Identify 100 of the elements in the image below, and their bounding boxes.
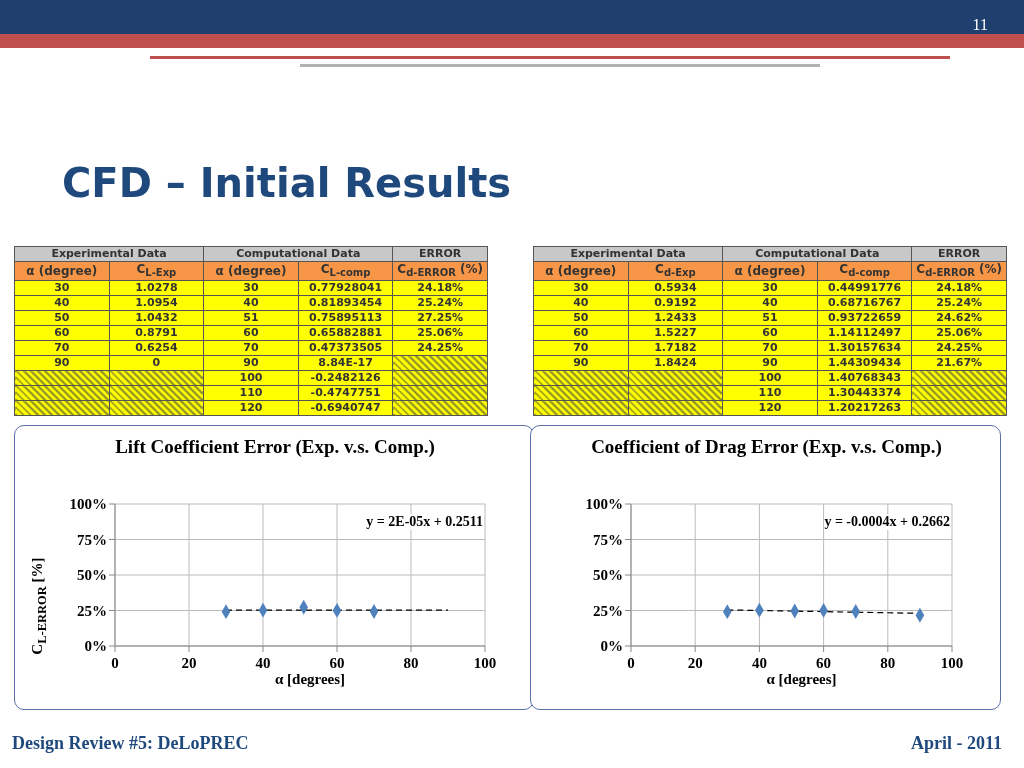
text: 25.24%	[911, 295, 1007, 311]
y-tick-label: 25%	[77, 602, 107, 619]
x-tick-label: 20	[687, 655, 703, 671]
text: 0	[109, 355, 204, 371]
text: Experimental Data	[533, 246, 723, 262]
text: α (degree)	[722, 261, 818, 281]
text: 1.7182	[628, 340, 723, 356]
text: 0.81893454	[298, 295, 393, 311]
annotation: y = -0.0004x + 0.2662	[824, 514, 950, 530]
x-tick-label: 80	[403, 655, 419, 671]
x-tick-label: 40	[255, 655, 271, 671]
text: 25.24%	[392, 295, 488, 311]
text: 110	[722, 385, 818, 401]
chart-title: Coefficient of Drag Error (Exp. v.s. Comp.)	[591, 435, 942, 459]
x-tick-label: 80	[880, 655, 896, 671]
text: 24.25%	[911, 340, 1007, 356]
text: α (degree)	[203, 261, 299, 281]
text: 30	[722, 280, 818, 296]
text: 0.9192	[628, 295, 723, 311]
text: α (degree)	[533, 261, 629, 281]
text: -0.6940747	[298, 400, 393, 416]
text: 30	[533, 280, 629, 296]
text: 30	[203, 280, 299, 296]
x-tick-label: 0	[111, 655, 119, 671]
text: 0.5934	[628, 280, 723, 296]
text: 1.40768343	[817, 370, 912, 386]
y-tick-label: 50%	[593, 567, 623, 584]
text: 1.5227	[628, 325, 723, 341]
text: 0.77928041	[298, 280, 393, 296]
text: 70	[722, 340, 818, 356]
text: 1.14112497	[817, 325, 912, 341]
text: 120	[203, 400, 299, 416]
text: 40	[533, 295, 629, 311]
x-tick-label: 0	[627, 655, 635, 671]
text: 60	[14, 325, 110, 341]
text: 1.20217263	[817, 400, 912, 416]
text: 24.18%	[911, 280, 1007, 296]
text: 60	[722, 325, 818, 341]
text: 50	[14, 310, 110, 326]
text: 90	[533, 355, 629, 371]
text: C$_{L-comp}$	[298, 261, 393, 281]
text: 1.44309434	[817, 355, 912, 371]
y-tick-label: 50%	[77, 567, 107, 584]
text: Design Review #5: DeLoPREC	[12, 733, 249, 754]
annotation: y = 2E-05x + 0.2511	[366, 514, 483, 530]
x-tick-label: 20	[181, 655, 197, 671]
text: 11	[972, 16, 988, 34]
text: 0.75895113	[298, 310, 393, 326]
x-tick-label: 60	[329, 655, 345, 671]
text: 60	[203, 325, 299, 341]
y-tick-label: 0%	[84, 638, 107, 655]
x-tick-label: 100	[473, 655, 497, 671]
x-axis-title: α [degrees]	[765, 671, 838, 688]
text: 24.62%	[911, 310, 1007, 326]
y-tick-label: 25%	[593, 602, 623, 619]
text: ERROR	[392, 246, 488, 262]
text: 1.0954	[109, 295, 204, 311]
x-tick-label: 100	[940, 655, 964, 671]
text: 70	[533, 340, 629, 356]
text: 90	[722, 355, 818, 371]
x-axis-title: α [degrees]	[273, 671, 347, 688]
text: 0.93722659	[817, 310, 912, 326]
y-tick-label: 100%	[585, 496, 623, 513]
text: 8.84E-17	[298, 355, 393, 371]
text: 70	[14, 340, 110, 356]
text: 40	[203, 295, 299, 311]
text: 100	[203, 370, 299, 386]
text: 25.06%	[392, 325, 488, 341]
text: 50	[533, 310, 629, 326]
text: 25.06%	[911, 325, 1007, 341]
text: -0.2482126	[298, 370, 393, 386]
text: 0.65882881	[298, 325, 393, 341]
text: 21.67%	[911, 355, 1007, 371]
text: CFD – Initial Results	[62, 160, 512, 206]
chart-title: Lift Coefficient Error (Exp. v.s. Comp.)	[114, 435, 436, 459]
text: 1.30443374	[817, 385, 912, 401]
text: 120	[722, 400, 818, 416]
text: 110	[203, 385, 299, 401]
x-tick-label: 60	[816, 655, 832, 671]
y-tick-label: 75%	[77, 531, 107, 548]
text: α (degree)	[14, 261, 110, 281]
text: 40	[14, 295, 110, 311]
text: 24.18%	[392, 280, 488, 296]
text: 1.0278	[109, 280, 204, 296]
text: 30	[14, 280, 110, 296]
text: 0.8791	[109, 325, 204, 341]
y-tick-label: 100%	[69, 496, 107, 513]
text: 60	[533, 325, 629, 341]
text: 90	[203, 355, 299, 371]
text: C$_{d-comp}$	[817, 261, 912, 281]
text: April - 2011	[910, 733, 1002, 754]
text: 40	[722, 295, 818, 311]
text: 0.6254	[109, 340, 204, 356]
text: 1.0432	[109, 310, 204, 326]
text: 70	[203, 340, 299, 356]
text: 1.2433	[628, 310, 723, 326]
text: ERROR	[911, 246, 1007, 262]
text: C$_{d-ERROR}$ (%)	[392, 261, 488, 281]
y-tick-label: 0%	[600, 638, 623, 655]
text: 0.68716767	[817, 295, 912, 311]
